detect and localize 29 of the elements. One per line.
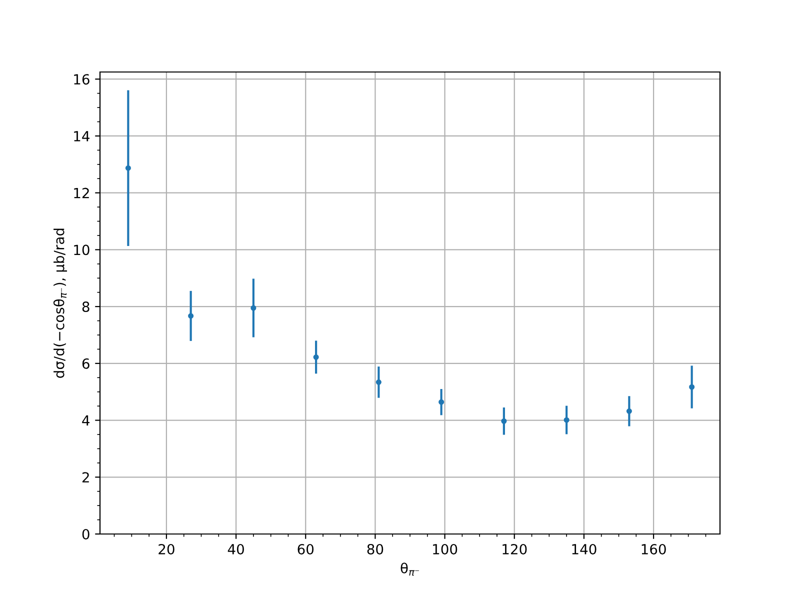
x-tick-label: 80 — [367, 544, 384, 554]
y-tick-label: 12 — [74, 188, 89, 198]
x-tick-label: 20 — [158, 544, 174, 554]
y-tick-label: 14 — [74, 131, 90, 142]
y-tick-label: 8 — [82, 302, 90, 312]
point — [689, 384, 695, 390]
point — [376, 379, 382, 385]
x-tick-label: 160 — [642, 544, 666, 554]
point — [501, 418, 507, 424]
point — [188, 313, 194, 319]
y-tick-label: 16 — [74, 74, 90, 85]
point — [125, 165, 131, 171]
point — [313, 354, 319, 360]
x-tick-label: 60 — [298, 544, 314, 554]
x-tick-label: 100 — [433, 544, 458, 554]
y-tick-label: 10 — [74, 244, 90, 256]
x-axis-title: θ$_{π⁻}$ — [400, 562, 419, 576]
x-tick-label: 40 — [228, 544, 244, 554]
y-tick-label: 4 — [82, 415, 90, 426]
point — [564, 417, 570, 423]
y-tick-label: 2 — [82, 472, 89, 482]
point — [438, 399, 444, 405]
x-tick-label: 120 — [502, 544, 527, 554]
y-tick-label: 6 — [82, 358, 90, 369]
y-axis-title: dσ/d(−cosθ$_{π⁻}$), μb/rad — [53, 228, 67, 378]
y-tick-label: 0 — [82, 528, 90, 540]
point — [626, 408, 632, 414]
x-tick-label: 140 — [572, 544, 596, 554]
point — [250, 305, 256, 311]
